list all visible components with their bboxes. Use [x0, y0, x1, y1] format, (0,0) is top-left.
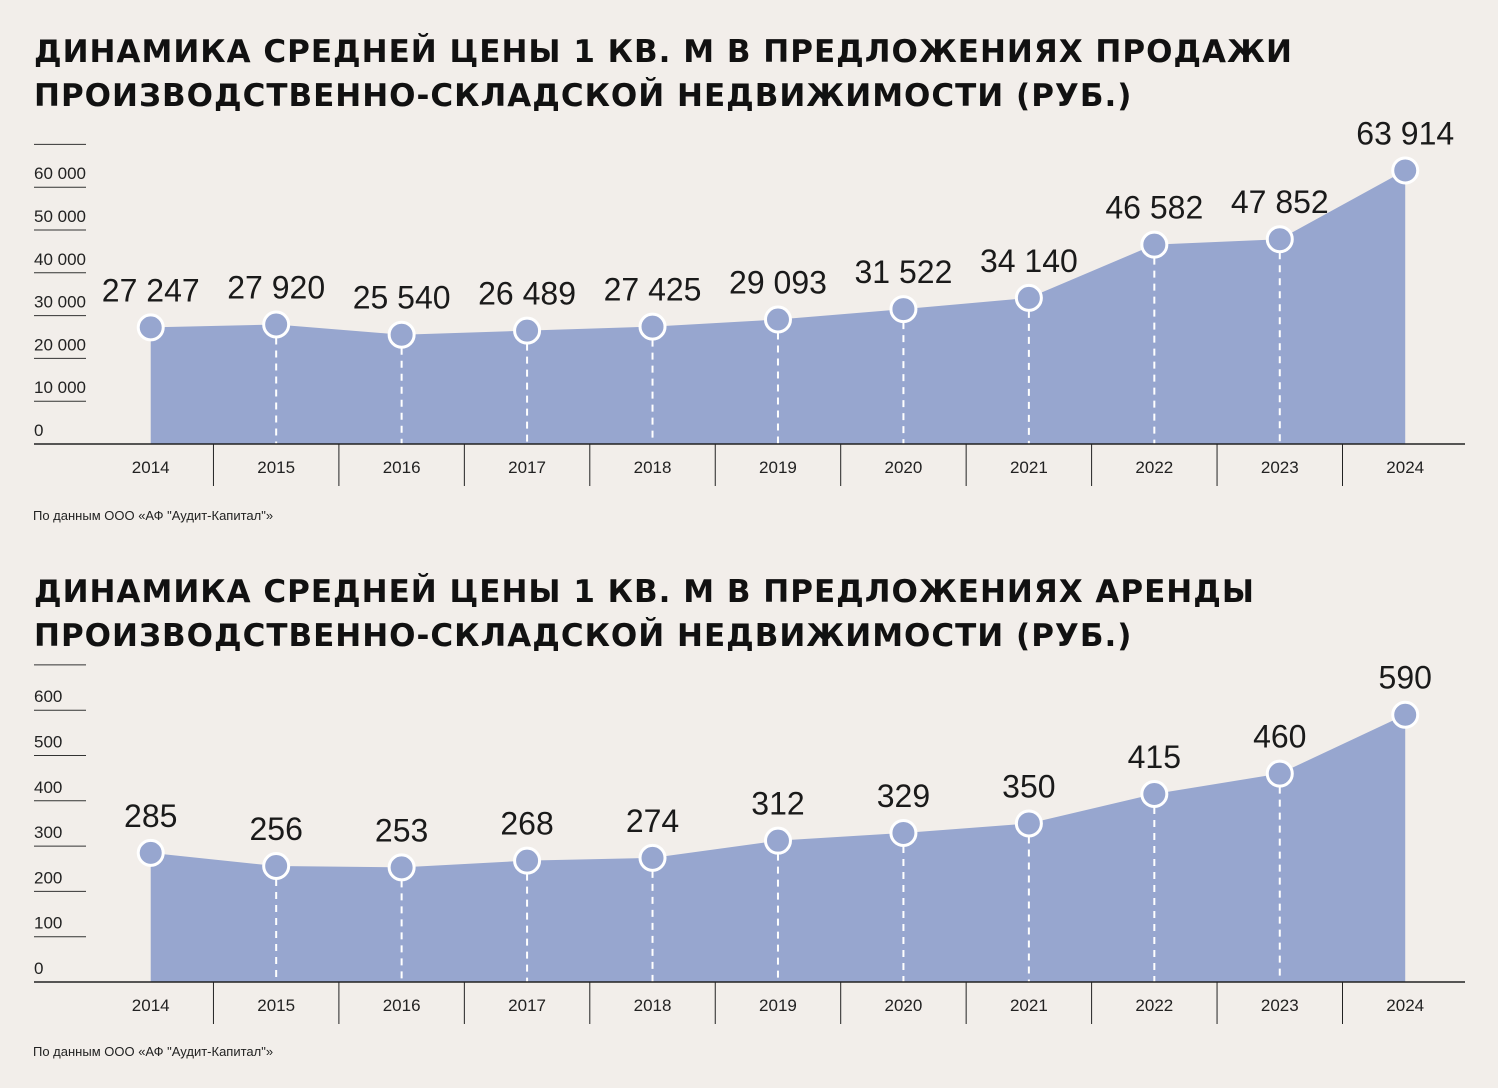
rent-y-tick-label: 300	[34, 823, 62, 842]
sale-chart-title: ДИНАМИКА СРЕДНЕЙ ЦЕНЫ 1 КВ. М В ПРЕДЛОЖЕ…	[34, 30, 1474, 118]
rent-year-label: 2020	[885, 996, 923, 1015]
rent-year-label: 2019	[759, 996, 797, 1015]
sale-chart-title-line-1: ДИНАМИКА СРЕДНЕЙ ЦЕНЫ 1 КВ. М В ПРЕДЛОЖЕ…	[34, 34, 1293, 70]
sale-point	[763, 305, 792, 334]
rent-y-tick-label: 500	[34, 733, 62, 752]
sale-point	[1140, 230, 1169, 259]
sale-year-label: 2018	[634, 458, 672, 477]
rent-year-label: 2022	[1135, 996, 1173, 1015]
rent-y-tick-label: 0	[34, 959, 43, 978]
rent-point	[262, 852, 291, 881]
sale-price-chart: 0 10 000 20 000 30 000 40 000 50 000 60 000 201…	[0, 0, 1498, 540]
rent-y-tick-label: 100	[34, 914, 62, 933]
sale-point	[387, 320, 416, 349]
rent-price-chart: 0 100 200 300 400 500 600 2014 2015 2016 2017 2018 2…	[0, 540, 1498, 1088]
sale-point	[136, 313, 165, 342]
rent-year-label: 2015	[257, 996, 295, 1015]
rent-point	[638, 843, 667, 872]
rent-chart-source: По данным ООО «АФ "Аудит-Капитал"»	[33, 1044, 274, 1059]
rent-year-label: 2021	[1010, 996, 1048, 1015]
sale-y-tick-label: 40 000	[34, 250, 86, 269]
rent-year-label: 2023	[1261, 996, 1299, 1015]
sale-y-tick-label: 60 000	[34, 164, 86, 183]
rent-value-label: 415	[1128, 739, 1181, 775]
sale-point	[1014, 283, 1043, 312]
sale-value-label: 46 582	[1105, 190, 1203, 226]
sale-chart-source: По данным ООО «АФ "Аудит-Капитал"»	[33, 508, 274, 523]
sale-value-label: 27 425	[604, 272, 702, 308]
sale-point	[889, 295, 918, 324]
sale-value-label: 25 540	[353, 280, 451, 316]
rent-value-label: 268	[500, 806, 553, 842]
rent-year-label: 2024	[1386, 996, 1424, 1015]
rent-point	[1391, 700, 1420, 729]
rent-year-label: 2014	[132, 996, 170, 1015]
sale-point	[1391, 156, 1420, 185]
sale-year-label: 2017	[508, 458, 546, 477]
sale-value-label: 29 093	[729, 264, 827, 300]
rent-point	[1014, 809, 1043, 838]
rent-value-label: 285	[124, 798, 177, 834]
sale-y-tick-label: 50 000	[34, 207, 86, 226]
rent-year-label: 2018	[634, 996, 672, 1015]
sale-chart-title-line-2: ПРОИЗВОДСТВЕННО-СКЛАДСКОЙ НЕДВИЖИМОСТИ (…	[34, 78, 1133, 114]
rent-value-label: 460	[1253, 719, 1306, 755]
sale-price-chart-svg: 0 10 000 20 000 30 000 40 000 50 000 60 000 201…	[34, 115, 1465, 486]
rent-value-label: 253	[375, 812, 428, 848]
sale-point	[638, 312, 667, 341]
rent-value-label: 590	[1379, 660, 1432, 696]
rent-year-label: 2016	[383, 996, 421, 1015]
rent-point	[387, 853, 416, 882]
sale-value-label: 63 914	[1356, 115, 1454, 151]
sale-point	[513, 316, 542, 345]
sale-value-label: 47 852	[1231, 184, 1329, 220]
sale-year-label: 2023	[1261, 458, 1299, 477]
rent-price-chart-svg: 0 100 200 300 400 500 600 2014 2015 2016 2017 2018 2…	[34, 660, 1465, 1024]
sale-value-label: 31 522	[854, 254, 952, 290]
sale-year-label: 2019	[759, 458, 797, 477]
rent-chart-title-line-2: ПРОИЗВОДСТВЕННО-СКЛАДСКОЙ НЕДВИЖИМОСТИ (…	[34, 618, 1133, 654]
sale-point	[1265, 225, 1294, 254]
sale-value-label: 34 140	[980, 243, 1078, 279]
rent-value-label: 256	[249, 811, 302, 847]
sale-year-label: 2024	[1386, 458, 1424, 477]
rent-point	[1265, 759, 1294, 788]
sale-year-label: 2016	[383, 458, 421, 477]
sale-area	[150, 170, 1406, 445]
rent-point	[763, 826, 792, 855]
rent-y-tick-label: 600	[34, 687, 62, 706]
rent-value-label: 312	[751, 786, 804, 822]
rent-value-label: 329	[877, 778, 930, 814]
sale-value-label: 27 247	[102, 272, 200, 308]
sale-point	[262, 310, 291, 339]
sale-y-tick-label: 20 000	[34, 335, 86, 354]
rent-chart-title-line-1: ДИНАМИКА СРЕДНЕЙ ЦЕНЫ 1 КВ. М В ПРЕДЛОЖЕ…	[34, 574, 1255, 610]
rent-year-label: 2017	[508, 996, 546, 1015]
sale-value-label: 26 489	[478, 276, 576, 312]
rent-point	[1140, 780, 1169, 809]
rent-point	[513, 846, 542, 875]
sale-year-label: 2014	[132, 458, 170, 477]
rent-y-tick-label: 200	[34, 868, 62, 887]
rent-y-tick-label: 400	[34, 778, 62, 797]
sale-y-tick-label: 10 000	[34, 378, 86, 397]
sale-year-label: 2021	[1010, 458, 1048, 477]
sale-y-tick-label: 0	[34, 421, 43, 440]
sale-year-label: 2022	[1135, 458, 1173, 477]
sale-year-label: 2015	[257, 458, 295, 477]
rent-point	[136, 838, 165, 867]
rent-chart-title: ДИНАМИКА СРЕДНЕЙ ЦЕНЫ 1 КВ. М В ПРЕДЛОЖЕ…	[34, 570, 1474, 658]
sale-year-label: 2020	[885, 458, 923, 477]
rent-point	[889, 818, 918, 847]
rent-value-label: 274	[626, 803, 679, 839]
sale-value-label: 27 920	[227, 270, 325, 306]
sale-y-tick-label: 30 000	[34, 293, 86, 312]
rent-value-label: 350	[1002, 768, 1055, 804]
